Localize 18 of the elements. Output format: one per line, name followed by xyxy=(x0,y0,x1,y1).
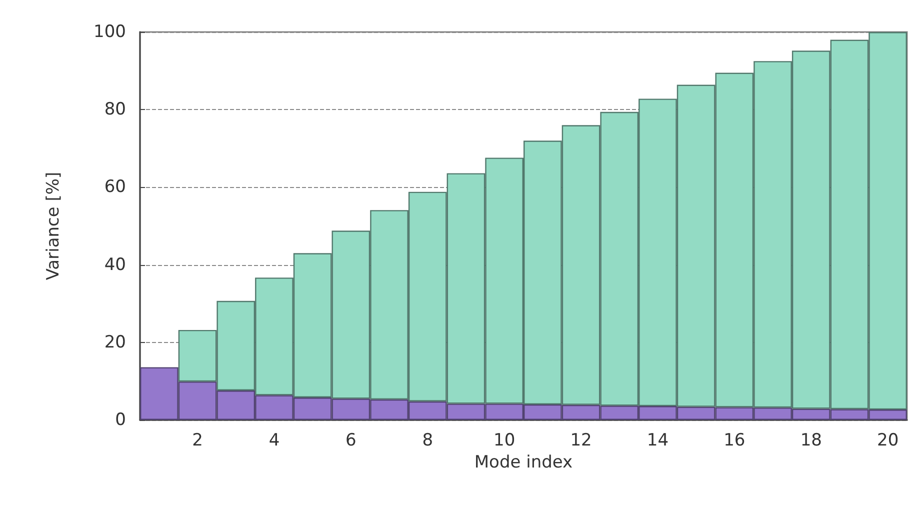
x-tick-label: 6 xyxy=(346,430,356,450)
y-tick-label: 20 xyxy=(104,332,126,352)
x-tick-label: 20 xyxy=(877,430,899,450)
x-tick-label: 10 xyxy=(494,430,516,450)
x-tick-label: 8 xyxy=(422,430,434,450)
x-tick-label: 16 xyxy=(724,430,746,450)
x-tick-label: 14 xyxy=(646,430,669,450)
y-tick-label: 60 xyxy=(104,177,126,198)
x-axis-title: Mode index xyxy=(474,452,573,472)
y-tick-label: 0 xyxy=(115,410,126,430)
y-axis-title: Variance [%] xyxy=(44,172,64,280)
x-tick-label: 12 xyxy=(570,430,592,450)
y-tick-label: 80 xyxy=(104,100,126,120)
x-tick-label: 4 xyxy=(268,430,280,450)
y-tick-label: 100 xyxy=(94,22,126,42)
x-tick-label: 18 xyxy=(800,430,822,450)
y-tick-label: 40 xyxy=(104,254,126,275)
x-tick-label: 2 xyxy=(192,430,203,450)
